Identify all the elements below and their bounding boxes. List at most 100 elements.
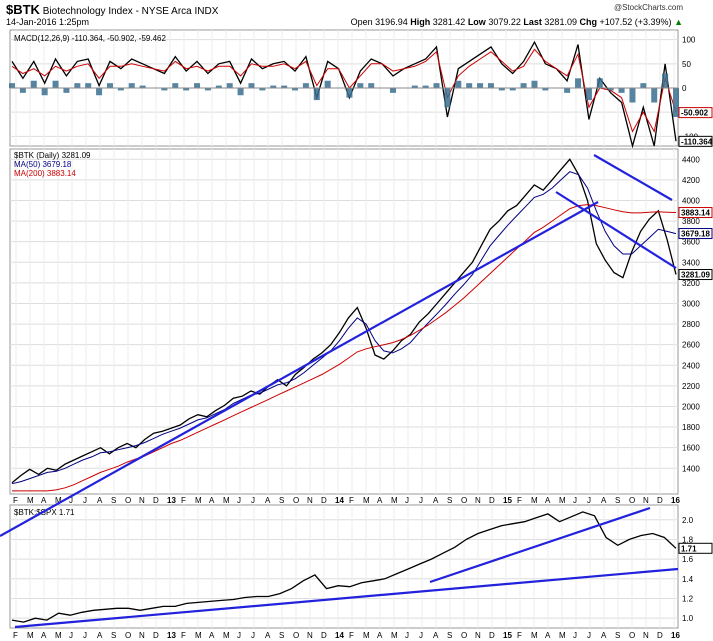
x-tick-label: O bbox=[461, 496, 467, 505]
x-tick-label: M bbox=[27, 496, 34, 505]
panel-frame bbox=[9, 504, 679, 629]
x-tick-label: 15 bbox=[503, 631, 512, 640]
low-value: 3079.22 bbox=[488, 17, 521, 27]
histogram-bar bbox=[498, 88, 505, 91]
last-value-box bbox=[678, 135, 713, 147]
x-tick-label: S bbox=[279, 496, 284, 505]
x-tick-label: J bbox=[83, 631, 87, 640]
up-arrow-icon: ▲ bbox=[674, 17, 683, 27]
trend-line bbox=[0, 201, 599, 537]
histogram-bar bbox=[389, 88, 396, 93]
ma50-legend: MA(50) 3679.18 bbox=[14, 160, 72, 169]
x-tick-label: A bbox=[545, 496, 551, 505]
datetime: 14-Jan-2016 1:25pm bbox=[6, 17, 90, 27]
x-tick-label: J bbox=[69, 496, 73, 505]
last-value-box bbox=[678, 107, 713, 119]
series-line bbox=[11, 158, 677, 484]
x-tick-label: S bbox=[615, 631, 620, 640]
y-tick-label: 4400 bbox=[682, 155, 700, 164]
x-tick-label: J bbox=[573, 496, 577, 505]
histogram-bar bbox=[466, 83, 473, 88]
histogram-bar bbox=[357, 83, 364, 88]
x-tick-label: F bbox=[181, 496, 186, 505]
x-tick-label: J bbox=[83, 496, 87, 505]
histogram-bar bbox=[542, 88, 549, 91]
index-name: Biotechnology Index - NYSE Arca bbox=[42, 6, 192, 17]
last-value-label: 1.71 bbox=[681, 544, 697, 553]
x-tick-label: D bbox=[153, 631, 159, 640]
y-tick-label: 1800 bbox=[682, 423, 700, 432]
chart-header: $BTK Biotechnology Index - NYSE Arca IND… bbox=[0, 0, 713, 28]
last-value-label: -50.902 bbox=[681, 109, 709, 118]
histogram-bar bbox=[629, 88, 636, 103]
x-tick-label: N bbox=[307, 496, 313, 505]
x-tick-label: A bbox=[41, 496, 47, 505]
series-line bbox=[11, 511, 677, 623]
x-tick-label: O bbox=[125, 496, 131, 505]
x-tick-label: J bbox=[587, 496, 591, 505]
histogram-bar bbox=[422, 85, 429, 88]
histogram-bar bbox=[596, 78, 603, 88]
chg-value: +107.52 (+3.39%) bbox=[599, 17, 672, 27]
y-tick-label: 2600 bbox=[682, 341, 700, 350]
x-tick-label: 13 bbox=[167, 631, 176, 640]
histogram-bar bbox=[564, 88, 571, 93]
histogram-bar bbox=[85, 83, 92, 88]
histogram-bar bbox=[215, 85, 222, 88]
x-tick-label: S bbox=[447, 631, 452, 640]
trend-line bbox=[429, 506, 651, 584]
y-tick-label: 0 bbox=[682, 84, 687, 93]
y-tick-label: 1.4 bbox=[682, 575, 694, 584]
x-tick-label: 13 bbox=[167, 496, 176, 505]
x-tick-label: A bbox=[209, 496, 215, 505]
histogram-bar bbox=[433, 83, 440, 88]
x-tick-label: D bbox=[321, 496, 327, 505]
x-tick-label: D bbox=[657, 631, 663, 640]
last-value-box bbox=[678, 228, 713, 240]
histogram-bar bbox=[237, 88, 244, 96]
panel-frame bbox=[9, 148, 679, 495]
x-tick-label: M bbox=[531, 496, 538, 505]
x-tick-label: A bbox=[265, 496, 271, 505]
histogram-bar bbox=[128, 83, 135, 88]
x-tick-label: O bbox=[293, 631, 299, 640]
x-tick-label: F bbox=[13, 496, 18, 505]
x-tick-label: O bbox=[629, 631, 635, 640]
y-tick-label: 1.6 bbox=[682, 555, 694, 564]
y-tick-label: 100 bbox=[682, 36, 696, 45]
open-value: 3196.94 bbox=[375, 17, 408, 27]
x-tick-label: S bbox=[447, 496, 452, 505]
x-tick-label: M bbox=[223, 496, 230, 505]
x-tick-label: 14 bbox=[335, 631, 344, 640]
x-tick-label: A bbox=[41, 631, 47, 640]
histogram-bar bbox=[63, 88, 70, 93]
histogram-bar bbox=[531, 80, 538, 88]
x-tick-label: D bbox=[153, 496, 159, 505]
price-legend: $BTK (Daily) 3281.09 bbox=[14, 151, 91, 160]
x-tick-label: M bbox=[531, 631, 538, 640]
x-tick-label: D bbox=[657, 496, 663, 505]
histogram-bar bbox=[194, 83, 201, 88]
y-tick-label: 2200 bbox=[682, 382, 700, 391]
y-tick-label: 1.8 bbox=[682, 535, 694, 544]
last-value: 3281.09 bbox=[544, 17, 577, 27]
histogram-bar bbox=[487, 83, 494, 88]
symbol: $BTK bbox=[6, 2, 40, 17]
x-tick-label: M bbox=[363, 496, 370, 505]
x-tick-label: 16 bbox=[671, 496, 680, 505]
x-tick-label: J bbox=[251, 496, 255, 505]
high-label: High bbox=[410, 17, 431, 27]
x-tick-label: 16 bbox=[671, 631, 680, 640]
trend-line bbox=[593, 154, 673, 201]
histogram-bar bbox=[41, 88, 48, 96]
x-tick-label: O bbox=[461, 631, 467, 640]
last-value-label: -110.364 bbox=[681, 137, 713, 146]
last-value-label: 3281.09 bbox=[681, 271, 710, 280]
x-tick-label: J bbox=[237, 631, 241, 640]
x-tick-label: 15 bbox=[503, 496, 512, 505]
y-tick-label: 3600 bbox=[682, 238, 700, 247]
histogram-bar bbox=[30, 80, 37, 88]
last-value-label: 3679.18 bbox=[681, 230, 710, 239]
high-value: 3281.42 bbox=[432, 17, 466, 27]
